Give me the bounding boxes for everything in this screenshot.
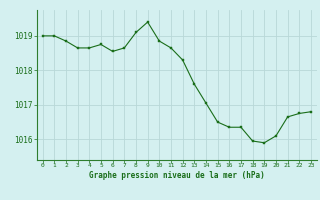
X-axis label: Graphe pression niveau de la mer (hPa): Graphe pression niveau de la mer (hPa) bbox=[89, 171, 265, 180]
